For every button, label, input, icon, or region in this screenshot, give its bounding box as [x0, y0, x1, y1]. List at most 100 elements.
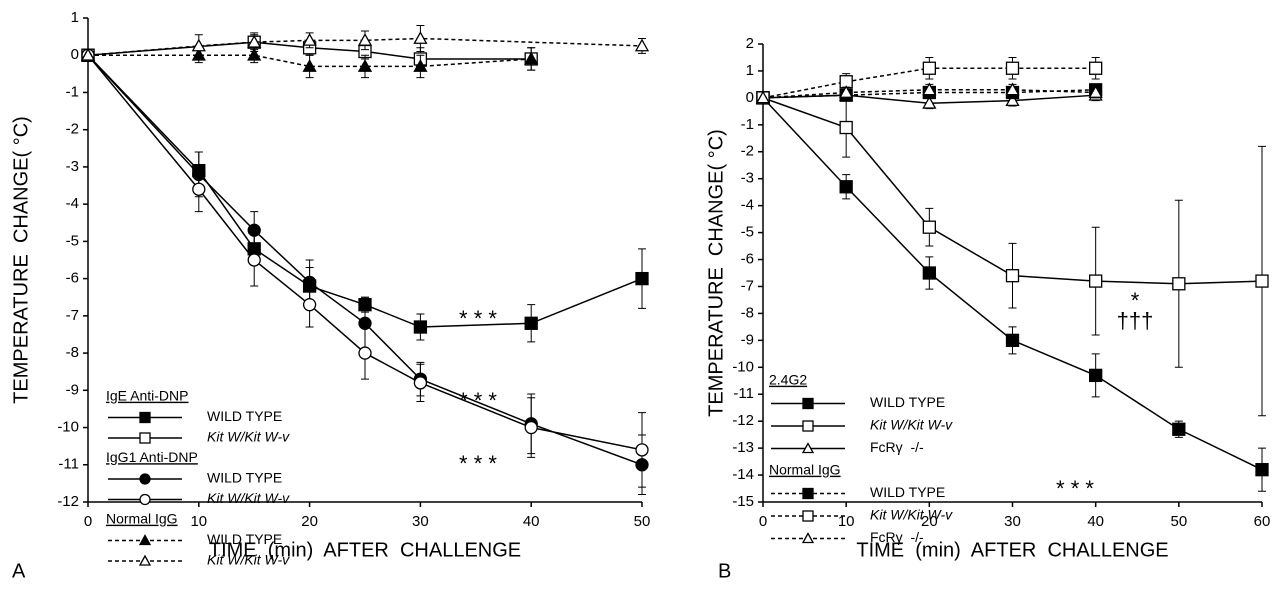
x-tick-label: 10 [838, 513, 855, 530]
legend-marker [801, 442, 815, 454]
data-point [1005, 333, 1020, 348]
panel-label: A [12, 560, 26, 582]
data-point [922, 220, 936, 234]
legend-label: Kit W/Kit W-v [870, 417, 953, 433]
y-tick-label: 0 [746, 89, 754, 106]
legend-label: WILD TYPE [207, 470, 282, 486]
data-point [922, 266, 936, 280]
legend-marker [139, 493, 151, 506]
x-tick-label: 40 [1087, 513, 1104, 530]
x-tick-label: 20 [921, 513, 938, 530]
x-tick-label: 30 [1004, 513, 1021, 530]
legend-marker [802, 420, 814, 432]
legend-title: Normal IgG [106, 511, 178, 527]
data-point [357, 33, 373, 46]
data-point [839, 180, 853, 194]
y-tick-label: -13 [732, 439, 754, 456]
panel-label: B [718, 560, 731, 582]
legend-label: Kit W/Kit W-v [870, 507, 953, 523]
annotation: * [1131, 288, 1140, 313]
y-tick-label: -6 [66, 270, 79, 287]
data-point [191, 38, 206, 52]
data-point [192, 182, 206, 196]
y-tick-label: -2 [66, 121, 79, 138]
data-point [302, 298, 317, 312]
data-point [1005, 82, 1020, 96]
data-point [1089, 274, 1103, 288]
y-tick-label: -7 [741, 277, 754, 294]
y-tick-label: -3 [66, 158, 79, 175]
y-tick-label: 0 [71, 46, 79, 63]
data-point [922, 95, 937, 109]
series-line [87, 54, 643, 466]
data-point [1172, 277, 1186, 291]
data-point [922, 82, 937, 96]
y-axis-title: TEMPERATURE CHANGE( °C) [10, 116, 32, 404]
legend-label: Kit W/Kit W-v [207, 429, 290, 445]
legend-label: Kit W/Kit W-v [207, 490, 290, 506]
legend-label: WILD TYPE [870, 484, 945, 500]
x-tick-label: 10 [190, 513, 207, 530]
data-point [1005, 61, 1020, 75]
y-tick-label: -10 [732, 358, 754, 375]
y-tick-label: 1 [71, 9, 79, 26]
annotation: * * * [1056, 476, 1094, 501]
x-tick-label: 40 [523, 513, 540, 530]
data-point [413, 59, 428, 72]
data-point [247, 253, 261, 267]
y-tick-label: -1 [741, 116, 754, 133]
y-tick-label: -5 [66, 232, 79, 249]
x-tick-label: 20 [301, 513, 318, 530]
data-point [524, 51, 539, 65]
data-point [1088, 85, 1103, 98]
legend-marker [802, 510, 814, 522]
y-tick-label: -11 [733, 385, 754, 402]
y-tick-label: -12 [732, 412, 754, 429]
legend-marker [138, 554, 152, 566]
legend-marker [139, 432, 151, 444]
data-point [247, 34, 262, 48]
data-point [755, 90, 771, 104]
data-point [635, 271, 649, 286]
y-axis-title: TEMPERATURE CHANGE( °C) [705, 129, 727, 417]
data-point [1089, 368, 1103, 383]
annotation: * * * [459, 388, 497, 413]
data-point [247, 47, 262, 61]
y-tick-label: -8 [741, 304, 754, 321]
data-point [1172, 422, 1186, 436]
annotation: ††† [1117, 308, 1154, 333]
y-tick-label: -10 [57, 419, 79, 436]
data-point [839, 85, 854, 98]
legend-label: WILD TYPE [870, 394, 945, 410]
y-tick-label: -7 [66, 307, 79, 324]
y-tick-label: -9 [741, 331, 754, 348]
y-tick-label: -12 [57, 493, 79, 510]
series-line [87, 41, 532, 60]
legend-marker [138, 534, 152, 546]
data-point [634, 38, 650, 52]
x-tick-label: 50 [634, 513, 651, 530]
x-tick-label: 30 [412, 513, 429, 530]
data-point [413, 320, 428, 334]
x-tick-label: 0 [759, 513, 767, 530]
x-tick-label: 60 [1254, 513, 1271, 530]
data-point [922, 61, 936, 75]
data-point [1005, 93, 1020, 107]
x-axis-title: TIME (min) AFTER CHALLENGE [856, 539, 1168, 561]
data-point [524, 420, 538, 435]
legend-label: Kit W/Kit W-v [207, 552, 290, 568]
legend-marker [139, 411, 151, 424]
y-tick-label: -1 [66, 83, 79, 100]
data-point [1255, 274, 1269, 288]
series-line [87, 54, 643, 451]
data-point [302, 59, 317, 72]
data-point [524, 316, 538, 330]
y-tick-label: -8 [66, 344, 79, 361]
legend-label: WILD TYPE [207, 531, 282, 547]
legend-marker [139, 473, 151, 485]
series-line [87, 54, 643, 328]
y-tick-label: 2 [746, 35, 754, 52]
legend-marker [801, 532, 815, 544]
data-point [413, 376, 428, 390]
